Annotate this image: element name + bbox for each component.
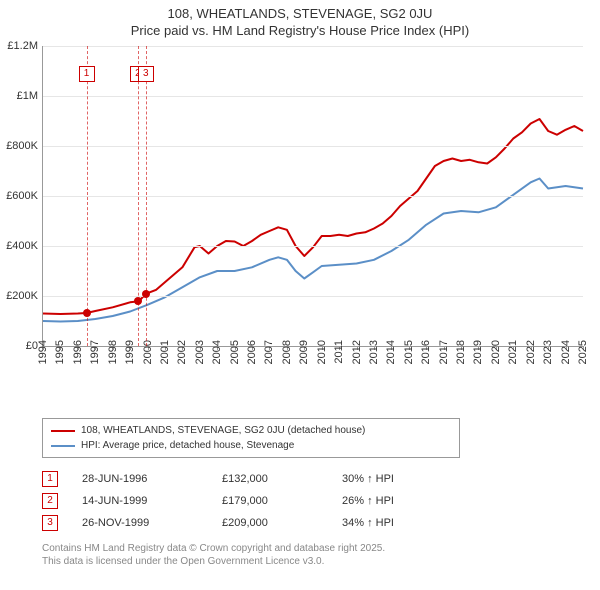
legend-swatch-hpi <box>51 445 75 447</box>
y-axis-label: £400K <box>0 240 38 252</box>
legend-label-hpi: HPI: Average price, detached house, Stev… <box>81 438 294 453</box>
x-axis-label: 2023 <box>542 340 554 364</box>
transaction-delta: 34% ↑ HPI <box>342 517 462 529</box>
x-axis-label: 1998 <box>107 340 119 364</box>
footer-attribution: Contains HM Land Registry data © Crown c… <box>42 542 600 568</box>
footer-line2: This data is licensed under the Open Gov… <box>42 555 600 568</box>
transaction-marker-dot <box>134 297 142 305</box>
chart-titles: 108, WHEATLANDS, STEVENAGE, SG2 0JU Pric… <box>0 0 600 38</box>
x-axis-label: 2015 <box>403 340 415 364</box>
x-axis-label: 2021 <box>507 340 519 364</box>
y-axis-label: £800K <box>0 140 38 152</box>
table-row: 3 26-NOV-1999 £209,000 34% ↑ HPI <box>42 512 600 534</box>
transaction-badge-3: 3 <box>42 515 58 531</box>
x-axis-label: 2013 <box>368 340 380 364</box>
transaction-marker-dot <box>83 309 91 317</box>
y-axis-label: £1.2M <box>0 40 38 52</box>
transaction-delta: 30% ↑ HPI <box>342 473 462 485</box>
footer-line1: Contains HM Land Registry data © Crown c… <box>42 542 600 555</box>
x-axis-label: 1997 <box>89 340 101 364</box>
table-row: 1 28-JUN-1996 £132,000 30% ↑ HPI <box>42 468 600 490</box>
x-axis-label: 2007 <box>263 340 275 364</box>
x-axis-label: 1999 <box>124 340 136 364</box>
legend-item-hpi: HPI: Average price, detached house, Stev… <box>51 438 451 453</box>
transaction-price: £132,000 <box>222 473 342 485</box>
x-axis-label: 1994 <box>37 340 49 364</box>
table-row: 2 14-JUN-1999 £179,000 26% ↑ HPI <box>42 490 600 512</box>
y-axis-label: £200K <box>0 290 38 302</box>
legend-box: 108, WHEATLANDS, STEVENAGE, SG2 0JU (det… <box>42 418 460 458</box>
transaction-delta: 26% ↑ HPI <box>342 495 462 507</box>
x-axis-label: 2005 <box>229 340 241 364</box>
title-line1: 108, WHEATLANDS, STEVENAGE, SG2 0JU <box>0 6 600 21</box>
transaction-badge-1: 1 <box>42 471 58 487</box>
transaction-marker-dot <box>142 290 150 298</box>
x-axis-label: 2002 <box>176 340 188 364</box>
x-axis-label: 2008 <box>281 340 293 364</box>
transaction-price: £209,000 <box>222 517 342 529</box>
title-line2: Price paid vs. HM Land Registry's House … <box>0 23 600 38</box>
y-axis-label: £1M <box>0 90 38 102</box>
y-axis-label: £600K <box>0 190 38 202</box>
transaction-badge-2: 2 <box>42 493 58 509</box>
x-axis-label: 1996 <box>72 340 84 364</box>
transaction-date: 28-JUN-1996 <box>82 473 222 485</box>
legend-item-property: 108, WHEATLANDS, STEVENAGE, SG2 0JU (det… <box>51 423 451 438</box>
y-axis-label: £0 <box>0 340 38 352</box>
transaction-callout: 3 <box>138 66 154 82</box>
x-axis-label: 2000 <box>142 340 154 364</box>
transaction-price: £179,000 <box>222 495 342 507</box>
x-axis-label: 2001 <box>159 340 171 364</box>
x-axis-label: 1995 <box>54 340 66 364</box>
chart-area: 1994199519961997199819992000200120022003… <box>42 46 582 366</box>
x-axis-label: 2017 <box>438 340 450 364</box>
x-axis-label: 2020 <box>490 340 502 364</box>
legend-label-property: 108, WHEATLANDS, STEVENAGE, SG2 0JU (det… <box>81 423 365 438</box>
x-axis-label: 2009 <box>298 340 310 364</box>
x-axis-label: 2016 <box>420 340 432 364</box>
x-axis-label: 2025 <box>577 340 589 364</box>
x-axis-label: 2004 <box>211 340 223 364</box>
x-axis-label: 2006 <box>246 340 258 364</box>
x-axis-label: 2014 <box>385 340 397 364</box>
transaction-callout: 1 <box>79 66 95 82</box>
transaction-date: 14-JUN-1999 <box>82 495 222 507</box>
plot-region: 1994199519961997199819992000200120022003… <box>42 46 583 347</box>
legend-swatch-property <box>51 430 75 432</box>
x-axis-label: 2012 <box>351 340 363 364</box>
x-axis-label: 2024 <box>560 340 572 364</box>
x-axis-label: 2011 <box>333 340 345 364</box>
x-axis-label: 2010 <box>316 340 328 364</box>
x-axis-label: 2003 <box>194 340 206 364</box>
transactions-table: 1 28-JUN-1996 £132,000 30% ↑ HPI 2 14-JU… <box>42 468 600 534</box>
x-axis-label: 2018 <box>455 340 467 364</box>
transaction-date: 26-NOV-1999 <box>82 517 222 529</box>
x-axis-label: 2019 <box>472 340 484 364</box>
x-axis-label: 2022 <box>525 340 537 364</box>
